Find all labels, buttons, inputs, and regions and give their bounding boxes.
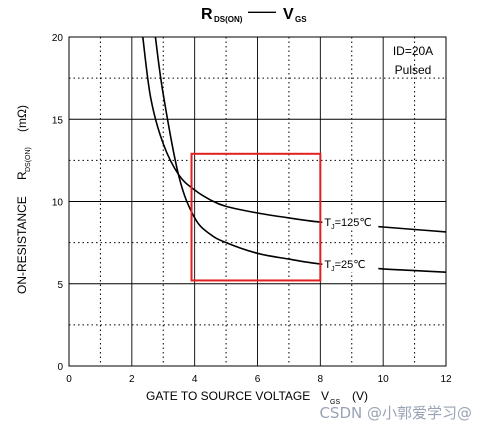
y-axis-label-text: ON-RESISTANCE bbox=[15, 196, 29, 294]
x-tick-label: 4 bbox=[192, 374, 198, 385]
series-label-background bbox=[322, 257, 379, 273]
x-axis-label: GATE TO SOURCE VOLTAGE V GS (V) bbox=[146, 389, 368, 406]
major-gridlines bbox=[68, 36, 447, 367]
condition-pulsed: Pulsed bbox=[395, 63, 432, 77]
x-tick-label: 12 bbox=[440, 374, 452, 385]
x-tick-label: 0 bbox=[66, 374, 72, 385]
chart-title: R DS(ON) —— V GS bbox=[201, 3, 307, 24]
x-axis-label-unit: (V) bbox=[352, 389, 368, 403]
series-line-tj-125 bbox=[142, 36, 447, 233]
y-tick-label: 10 bbox=[52, 198, 64, 209]
series-labels: TJ=125℃ TJ=25℃ bbox=[322, 215, 379, 273]
series-label: TJ=25℃ bbox=[324, 259, 365, 273]
title-separator: —— bbox=[248, 3, 276, 19]
y-tick-label: 5 bbox=[57, 280, 63, 291]
y-tick-label: 0 bbox=[57, 362, 63, 373]
x-tick-label: 2 bbox=[129, 374, 135, 385]
x-tick-label: 10 bbox=[378, 374, 390, 385]
series-line-tj-25 bbox=[154, 36, 447, 273]
y-axis-label: ON-RESISTANCE R DS(ON) (mΩ) bbox=[15, 105, 32, 294]
title-main-subscript: DS(ON) bbox=[214, 15, 243, 24]
series-label-background bbox=[322, 215, 379, 231]
red-highlight-box bbox=[190, 152, 322, 282]
plot-area-frame bbox=[68, 36, 447, 367]
y-axis-label-unit: (mΩ) bbox=[15, 105, 29, 132]
y-tick-label: 20 bbox=[52, 33, 64, 44]
title-main: R bbox=[201, 6, 213, 23]
x-tick-label: 8 bbox=[318, 374, 324, 385]
watermark: CSDN @小郭爱学习@ bbox=[319, 404, 472, 422]
conditions-note: ID=20A Pulsed bbox=[393, 44, 433, 77]
title-right: V bbox=[283, 6, 294, 23]
series-label: TJ=125℃ bbox=[324, 217, 371, 231]
x-axis-label-symbol: V bbox=[321, 389, 329, 403]
title-right-subscript: GS bbox=[295, 15, 307, 24]
x-tick-labels: 0 2 4 6 8 10 12 bbox=[66, 374, 452, 385]
y-tick-labels: 0 5 10 15 20 bbox=[52, 33, 64, 373]
y-axis-label-subscript: DS(ON) bbox=[25, 147, 32, 172]
y-tick-label: 15 bbox=[52, 115, 64, 126]
x-axis-label-subscript: GS bbox=[330, 399, 340, 406]
condition-id: ID=20A bbox=[393, 44, 433, 58]
x-axis-label-text: GATE TO SOURCE VOLTAGE bbox=[146, 389, 310, 403]
y-axis-label-symbol: R bbox=[15, 171, 29, 180]
series-layer bbox=[142, 36, 447, 273]
x-tick-label: 6 bbox=[255, 374, 261, 385]
